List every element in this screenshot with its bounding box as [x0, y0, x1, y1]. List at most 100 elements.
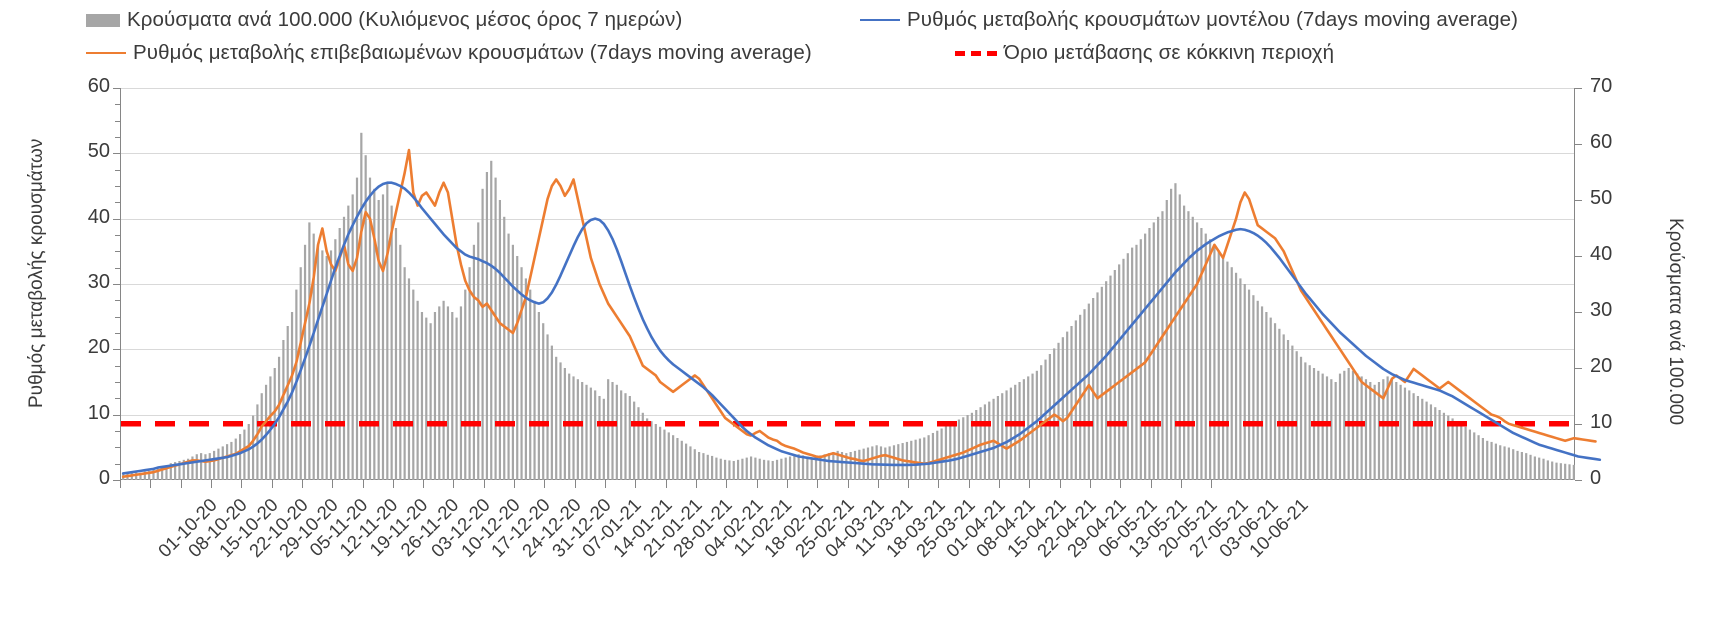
bar [1455, 421, 1459, 480]
y-axis-minor-tick [115, 169, 120, 171]
x-axis-tick-mark [968, 480, 970, 488]
bar [247, 424, 250, 480]
y-axis-minor-tick [115, 104, 120, 106]
bar [1239, 278, 1242, 480]
bar [585, 384, 588, 480]
bar [1473, 432, 1476, 480]
bar [165, 465, 168, 480]
bar [598, 396, 601, 480]
bar [1520, 452, 1523, 480]
x-axis-tick-mark [453, 480, 455, 488]
bar [1408, 390, 1411, 480]
bar [1014, 384, 1017, 480]
x-axis-tick-mark [301, 480, 303, 488]
bar [1486, 440, 1489, 480]
bar [1399, 384, 1402, 480]
bar [572, 376, 575, 480]
bar [1195, 222, 1199, 480]
bar [641, 412, 644, 480]
bar [1564, 463, 1567, 480]
bar [1096, 292, 1099, 480]
bar [290, 312, 294, 480]
bar [148, 471, 151, 480]
bar [581, 382, 584, 480]
bar [1546, 460, 1549, 480]
bar [490, 160, 493, 481]
bar [1226, 261, 1229, 480]
bar [745, 457, 748, 480]
y-axis-tick-mark [1575, 144, 1582, 145]
legend-item-model-rate[interactable]: Ρυθμός μεταβολής κρουσμάτων μοντέλου (7d… [860, 8, 1518, 32]
x-axis-tick-mark [726, 480, 728, 488]
bar [1031, 373, 1034, 480]
bar [966, 415, 969, 480]
bar [351, 194, 354, 480]
bar [1512, 449, 1515, 480]
bar [806, 456, 809, 480]
bar [1204, 233, 1207, 480]
bar [1377, 382, 1381, 480]
bar [1460, 424, 1463, 480]
legend-item-confirmed-rate[interactable]: Ρυθμός μεταβολής επιβεβαιωμένων κρουσμάτ… [86, 41, 812, 65]
bar [1291, 345, 1294, 480]
bar [1178, 194, 1181, 480]
y-axis-minor-tick [115, 186, 120, 187]
bar [1551, 461, 1554, 480]
bar [1087, 303, 1090, 480]
bar [810, 457, 813, 480]
bar [1568, 464, 1571, 480]
bar [914, 439, 917, 480]
bar [1499, 445, 1502, 480]
bar [1503, 446, 1506, 480]
y-axis-minor-tick [115, 202, 120, 204]
bar [754, 457, 757, 480]
bar [1269, 317, 1272, 480]
bar [260, 393, 263, 480]
x-axis-tick-mark [1120, 480, 1122, 488]
legend-item-bars[interactable]: Κρούσματα ανά 100.000 (Κυλιόμενος μέσος … [86, 8, 682, 32]
bar [399, 244, 402, 480]
x-axis-tick-mark [483, 480, 485, 488]
bar [503, 216, 506, 481]
bar [918, 438, 922, 480]
bar [407, 278, 411, 480]
bar [559, 362, 562, 480]
dashed-line-swatch-icon [955, 50, 997, 56]
bar [139, 472, 142, 480]
bar [1321, 373, 1324, 480]
y-axis-tick-mark [1575, 312, 1582, 313]
bar [442, 300, 445, 480]
bar [1481, 438, 1484, 480]
y-axis-tick-mark [1575, 256, 1582, 257]
bar [1572, 464, 1575, 480]
bar [217, 448, 220, 480]
y-axis-minor-tick [115, 463, 120, 465]
y-axis-tick-mark [1575, 88, 1582, 89]
bar [654, 424, 657, 480]
bar [1005, 390, 1008, 480]
series-line [121, 181, 1602, 475]
bar [524, 278, 527, 480]
bar [741, 458, 744, 480]
bar [312, 233, 315, 480]
bar [723, 459, 727, 480]
bar [927, 435, 930, 480]
y-axis-minor-tick [115, 251, 120, 253]
x-axis-tick-mark [1090, 480, 1091, 488]
bar [1529, 454, 1532, 480]
x-axis-tick-mark [938, 480, 940, 488]
bar [1412, 393, 1415, 480]
bar [1334, 382, 1337, 480]
bar [381, 194, 385, 480]
y-axis-minor-tick [115, 382, 120, 383]
bar [936, 430, 939, 480]
legend-item-threshold[interactable]: Όριο μετάβασης σε κόκκινη περιοχή [955, 41, 1334, 65]
bar [1057, 342, 1060, 480]
bar [225, 444, 229, 480]
bar [667, 432, 670, 480]
y-axis-minor-tick [115, 316, 120, 318]
bar [200, 453, 203, 480]
y-axis-minor-tick [115, 333, 120, 334]
bar [940, 428, 943, 480]
bar [853, 450, 857, 480]
